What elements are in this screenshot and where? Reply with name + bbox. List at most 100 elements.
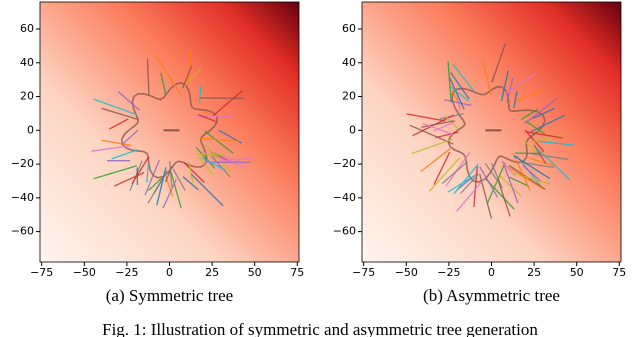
- tree-branch: [205, 144, 233, 174]
- x-tick-label: 75: [290, 266, 304, 279]
- tree-branch: [491, 42, 507, 83]
- y-tick-label: 0: [27, 123, 34, 136]
- y-tick-label: −20: [11, 157, 34, 170]
- subplot: −75 −50 −25 0 25 50 75 −60 −40 −20 0 20 40 60 (a) Symm…: [11, 1, 304, 305]
- x-tick-label: 50: [248, 266, 262, 279]
- tree-branch: [479, 166, 499, 198]
- tree-branch: [460, 173, 479, 195]
- tree-branch: [101, 107, 138, 120]
- x-tick-label: −50: [73, 266, 96, 279]
- x-tick-label: 50: [570, 266, 584, 279]
- x-tick-label: 25: [205, 266, 219, 279]
- tree-trunk: [121, 81, 218, 179]
- tree-branch: [187, 49, 192, 85]
- tree-branch: [195, 153, 225, 156]
- y-tick-label: −60: [11, 225, 34, 238]
- tree-branch: [533, 144, 547, 165]
- tree-branch: [453, 163, 479, 195]
- tree-branch: [512, 152, 531, 191]
- tree-branch: [500, 70, 509, 102]
- tree-branch: [212, 90, 243, 116]
- tree-branch: [497, 179, 511, 217]
- tree-branch: [160, 72, 167, 96]
- x-tick-label: 25: [527, 266, 541, 279]
- heatmap-background: [40, 2, 299, 262]
- tree-branch: [122, 129, 139, 145]
- tree-branch: [473, 166, 478, 208]
- tree-branch: [162, 179, 177, 209]
- tree-branch: [91, 144, 132, 152]
- tree-branch: [509, 176, 530, 187]
- tree-branch: [520, 108, 539, 121]
- x-tick-label: −75: [352, 266, 375, 279]
- tree-branch: [146, 59, 150, 95]
- x-tick-label: −50: [395, 266, 418, 279]
- y-tick-label: 40: [342, 56, 356, 69]
- tree-branch: [204, 130, 234, 154]
- subplot: −75 −50 −25 0 25 50 75 −60 −40 −20 0 20 40 60 (b) Asym…: [333, 1, 626, 305]
- tree-branch: [411, 138, 454, 155]
- tree-branch: [163, 170, 174, 197]
- figure-caption: Fig. 1: Illustration of symmetric and as…: [102, 320, 538, 337]
- tree-branch: [536, 147, 571, 181]
- tree-branch: [182, 65, 193, 89]
- tree-branch: [501, 160, 519, 204]
- tree-branch: [169, 161, 173, 188]
- tree-branch: [498, 175, 522, 197]
- tree-branch: [456, 178, 485, 212]
- tree-branch: [502, 161, 516, 177]
- tree-branch: [201, 156, 227, 172]
- tree-branch: [170, 171, 182, 209]
- y-tick-label: 20: [20, 90, 34, 103]
- tree-branch: [182, 68, 202, 88]
- tree-branch: [491, 163, 503, 189]
- tree-branch: [198, 113, 217, 123]
- tree-branch: [532, 153, 569, 160]
- y-tick-label: −40: [333, 191, 356, 204]
- tree-branch: [93, 165, 137, 180]
- tree-branch: [521, 161, 555, 169]
- tree-branch: [117, 91, 140, 111]
- tree-branch: [199, 97, 245, 100]
- tree-branch: [526, 131, 563, 139]
- tree-branch: [532, 107, 555, 119]
- tree-branch: [183, 162, 205, 183]
- tree-branch: [111, 149, 138, 160]
- x-tick-label: −25: [115, 266, 138, 279]
- tree-branch: [525, 120, 546, 135]
- tree-branch: [449, 77, 465, 110]
- tree-branch: [155, 55, 182, 96]
- tree-branch: [144, 159, 160, 196]
- tree-branch: [195, 146, 216, 169]
- heatmap-background: [362, 2, 621, 262]
- tree-branch: [197, 155, 214, 176]
- x-tick-label: 0: [488, 266, 495, 279]
- tree-branch: [182, 176, 199, 191]
- tree-branch: [190, 173, 224, 207]
- tree-branch: [435, 131, 459, 139]
- tree-branch: [433, 151, 451, 185]
- tree-branch: [441, 161, 469, 184]
- tree-branch: [452, 63, 475, 92]
- tree-branch: [486, 162, 506, 204]
- tree-branch: [482, 60, 492, 96]
- tree-branch: [146, 163, 149, 183]
- y-tick-label: −20: [333, 157, 356, 170]
- x-tick-label: −75: [30, 266, 53, 279]
- y-tick-label: −40: [11, 191, 34, 204]
- tree-branch: [511, 172, 551, 185]
- y-tick-label: −60: [333, 225, 356, 238]
- tree-branch: [513, 91, 518, 109]
- tree-branch: [208, 150, 245, 164]
- tree-branch: [172, 168, 186, 191]
- y-tick-label: 60: [342, 22, 356, 35]
- y-tick-label: 0: [349, 123, 356, 136]
- tree-branch: [449, 85, 469, 102]
- tree-branch: [433, 120, 457, 132]
- tree-branch: [531, 133, 567, 143]
- tree-branch: [101, 139, 132, 147]
- tree-branch: [129, 160, 143, 191]
- tree-branch: [198, 86, 202, 104]
- tree-branch: [522, 164, 541, 182]
